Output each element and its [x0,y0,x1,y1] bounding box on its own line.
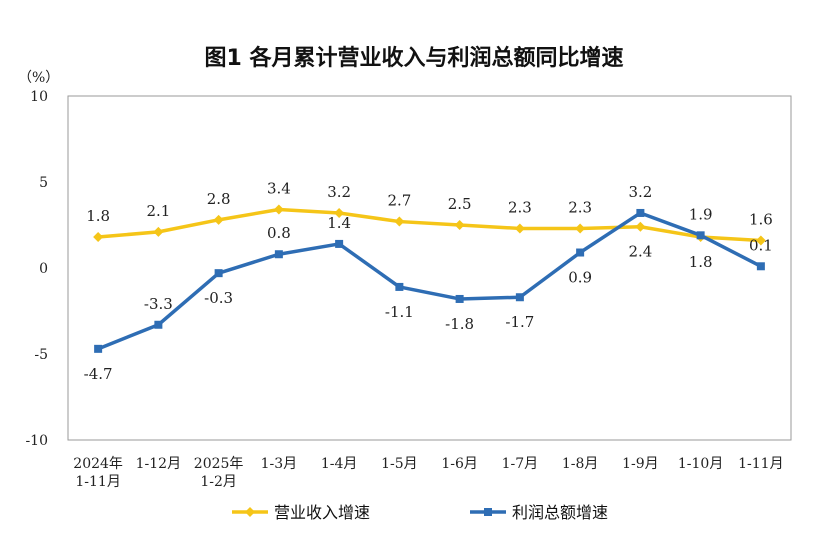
legend-label: 营业收入增速 [274,503,370,522]
series-revenue: 1.8 2.1 2.8 3.4 3.2 2.7 2.5 2.3 2.3 2.4 1.8 1.6 [86,180,773,272]
data-label: 0.8 [267,224,291,242]
x-tick-label: 1-11月 [75,474,120,490]
data-label: -4.7 [84,365,113,383]
x-tick-label: 1-11月 [738,456,783,472]
data-label: 2.1 [146,202,170,220]
x-axis-ticks: 2024年 1-11月 1-12月 2025年 1-2月 1-3月 1-4月 1-5月 1-6月… [73,456,783,490]
data-point [575,223,586,234]
legend-item-revenue[interactable]: 营业收入增速 [232,503,370,522]
data-point [93,232,104,243]
data-label: 1.6 [749,210,773,228]
data-point [154,320,163,329]
x-tick-label: 1-4月 [321,456,358,472]
x-tick-label: 1-5月 [381,456,418,472]
data-label: 2.5 [448,195,472,213]
data-point [153,226,164,237]
legend[interactable]: 营业收入增速 利润总额增速 [232,503,608,522]
legend-swatch-marker [484,508,492,516]
y-tick-label: -5 [34,347,48,363]
data-point [755,235,766,246]
y-tick-label: 0 [39,261,48,277]
x-tick-label: 1-7月 [502,456,539,472]
data-label: -3.3 [144,295,173,313]
data-point [394,216,405,227]
data-label: 2.7 [387,192,411,210]
data-label: 2.4 [628,243,652,261]
data-label: 3.4 [267,180,291,198]
x-tick-label: 1-10月 [678,456,723,472]
data-point [454,220,465,230]
y-axis-ticks: 10 5 0 -5 -10 [25,89,48,449]
data-label: 3.2 [327,183,351,201]
data-label: 1.8 [86,207,110,225]
y-tick-label: -10 [25,433,48,449]
series-profit: -4.7 -3.3 -0.3 0.8 1.4 -1.1 -1.8 -1.7 0.9 3.2 1.9 0… [84,183,773,383]
data-label: 2.3 [508,198,532,216]
legend-item-profit[interactable]: 利润总额增速 [470,503,608,522]
data-label: 0.1 [749,236,773,254]
x-tick-label: 2025年 [194,456,244,472]
data-label: -1.1 [385,303,414,321]
data-label: 0.9 [568,269,592,287]
data-point [395,282,404,291]
data-point [335,239,344,248]
data-label: 1.8 [689,253,713,271]
data-label: 3.2 [628,183,652,201]
data-point [576,248,585,257]
data-label: -1.8 [445,315,474,333]
series-layer: 1.8 2.12.83.4 3.2 2.7 2.5 2.3 2.32.41.81.6-4.7… [84,180,773,383]
x-tick-label: 1-9月 [622,456,659,472]
x-tick-label: 2024年 [73,456,123,472]
data-label: -1.7 [505,313,534,331]
data-label: 2.8 [207,190,231,208]
data-label: -0.3 [204,289,233,307]
data-point [273,204,284,215]
y-tick-label: 10 [30,89,48,105]
x-tick-label: 1-6月 [441,456,478,472]
data-point [455,294,464,303]
series-line [97,211,762,351]
data-label: 2.3 [568,198,592,216]
data-point [635,221,646,232]
x-tick-label: 1-3月 [261,456,298,472]
chart-title: 图1 各月累计营业收入与利润总额同比增速 [204,46,624,71]
data-point [94,344,103,353]
data-point [756,262,765,271]
data-point [636,208,645,217]
data-point [515,293,524,302]
y-axis-unit: （%） [18,70,59,86]
data-point [696,231,705,240]
x-tick-label: 1-2月 [200,474,237,490]
data-point [213,214,224,225]
data-label: 1.9 [689,205,713,223]
legend-swatch-marker [245,507,255,517]
data-point [514,223,525,234]
y-tick-label: 5 [39,175,48,191]
legend-label: 利润总额增速 [512,503,608,522]
data-label: 1.4 [327,214,351,232]
data-point [274,250,283,259]
series-line [97,207,761,243]
x-tick-label: 1-8月 [562,456,599,472]
data-point [334,207,345,218]
plot-frame [67,95,792,441]
x-tick-label: 1-12月 [136,456,181,472]
data-point [214,269,223,278]
